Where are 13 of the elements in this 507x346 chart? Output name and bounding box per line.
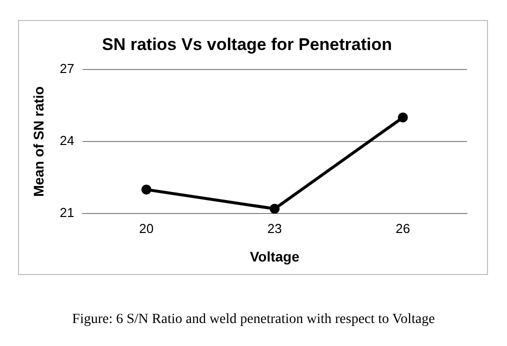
- x-tick-label: 23: [267, 220, 282, 236]
- y-tick-label: 27: [60, 60, 74, 76]
- x-tick-label: 26: [396, 220, 410, 236]
- y-tick-label: 21: [60, 205, 74, 220]
- point: [398, 112, 408, 122]
- x-tick-label: 20: [139, 220, 154, 236]
- y-tick-label: 24: [60, 133, 74, 148]
- x-axis-title: Voltage: [250, 248, 300, 264]
- text: Figure: 6 S/N Ratio and weld penetration with respect to Voltage: [71, 312, 436, 328]
- point: [270, 204, 280, 214]
- point: [141, 184, 152, 195]
- chart-title: SN ratios Vs voltage for Penetration: [102, 34, 392, 54]
- y-axis-title: Mean of SN ratio: [30, 86, 46, 197]
